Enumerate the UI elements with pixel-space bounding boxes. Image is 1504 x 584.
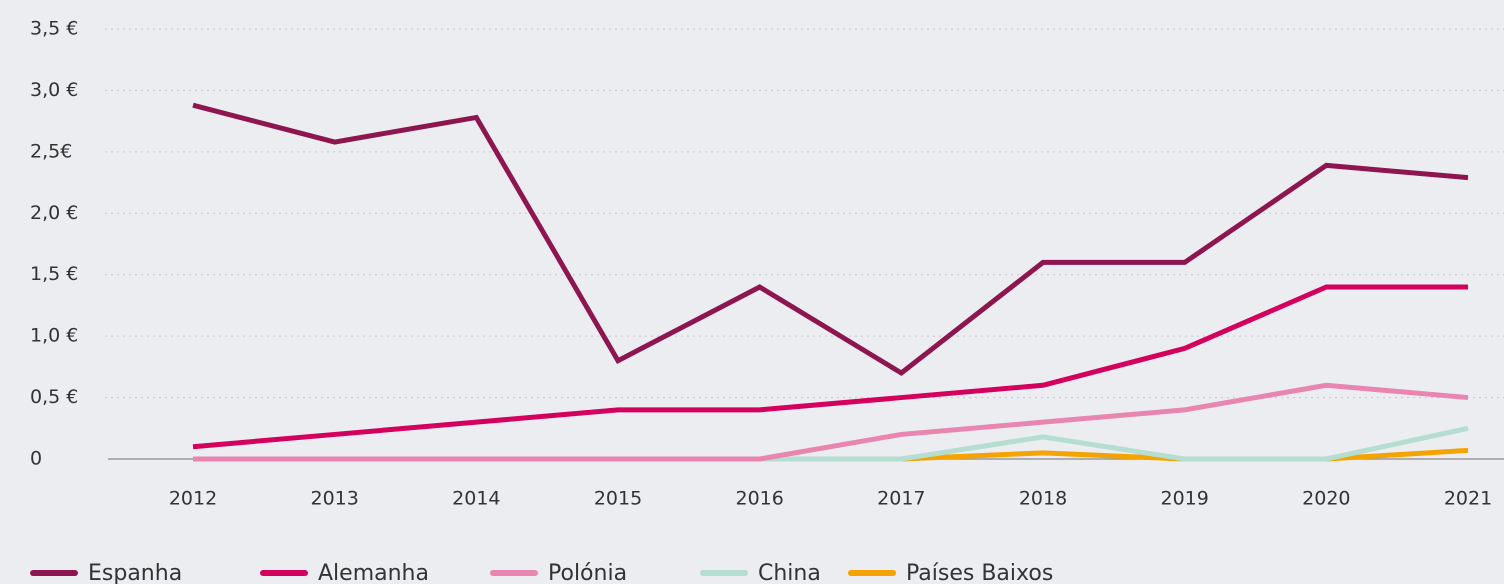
x-tick-label: 2019 bbox=[1160, 488, 1208, 510]
series-line bbox=[192, 284, 1468, 450]
y-tick-label: 2,0 € bbox=[30, 202, 78, 224]
legend-label: Alemanha bbox=[318, 561, 429, 584]
legend-label: Polónia bbox=[548, 561, 627, 584]
y-tick-label: 0 bbox=[30, 448, 42, 470]
x-tick-label: 2017 bbox=[877, 488, 925, 510]
y-tick-label: 1,5 € bbox=[30, 263, 78, 285]
legend-label: China bbox=[758, 561, 821, 584]
x-tick-label: 2018 bbox=[1019, 488, 1067, 510]
x-tick-label: 2013 bbox=[310, 488, 358, 510]
series-line bbox=[759, 425, 1469, 462]
x-tick-label: 2016 bbox=[735, 488, 783, 510]
x-tick-label: 2015 bbox=[594, 488, 642, 510]
legend-label: Espanha bbox=[88, 561, 182, 584]
y-tick-label: 0,5 € bbox=[30, 386, 78, 408]
x-tick-label: 2021 bbox=[1444, 488, 1492, 510]
y-tick-label: 1,0 € bbox=[30, 325, 78, 347]
x-tick-label: 2014 bbox=[452, 488, 500, 510]
legend-label: Países Baixos bbox=[906, 561, 1053, 584]
x-tick-label: 2020 bbox=[1302, 488, 1350, 510]
series-line bbox=[193, 382, 1469, 462]
y-tick-label: 2,5€ bbox=[30, 140, 72, 162]
y-tick-label: 3,0 € bbox=[30, 79, 78, 101]
y-tick-label: 3,5 € bbox=[30, 18, 78, 40]
series-line bbox=[192, 102, 1469, 377]
x-tick-label: 2012 bbox=[169, 488, 217, 510]
